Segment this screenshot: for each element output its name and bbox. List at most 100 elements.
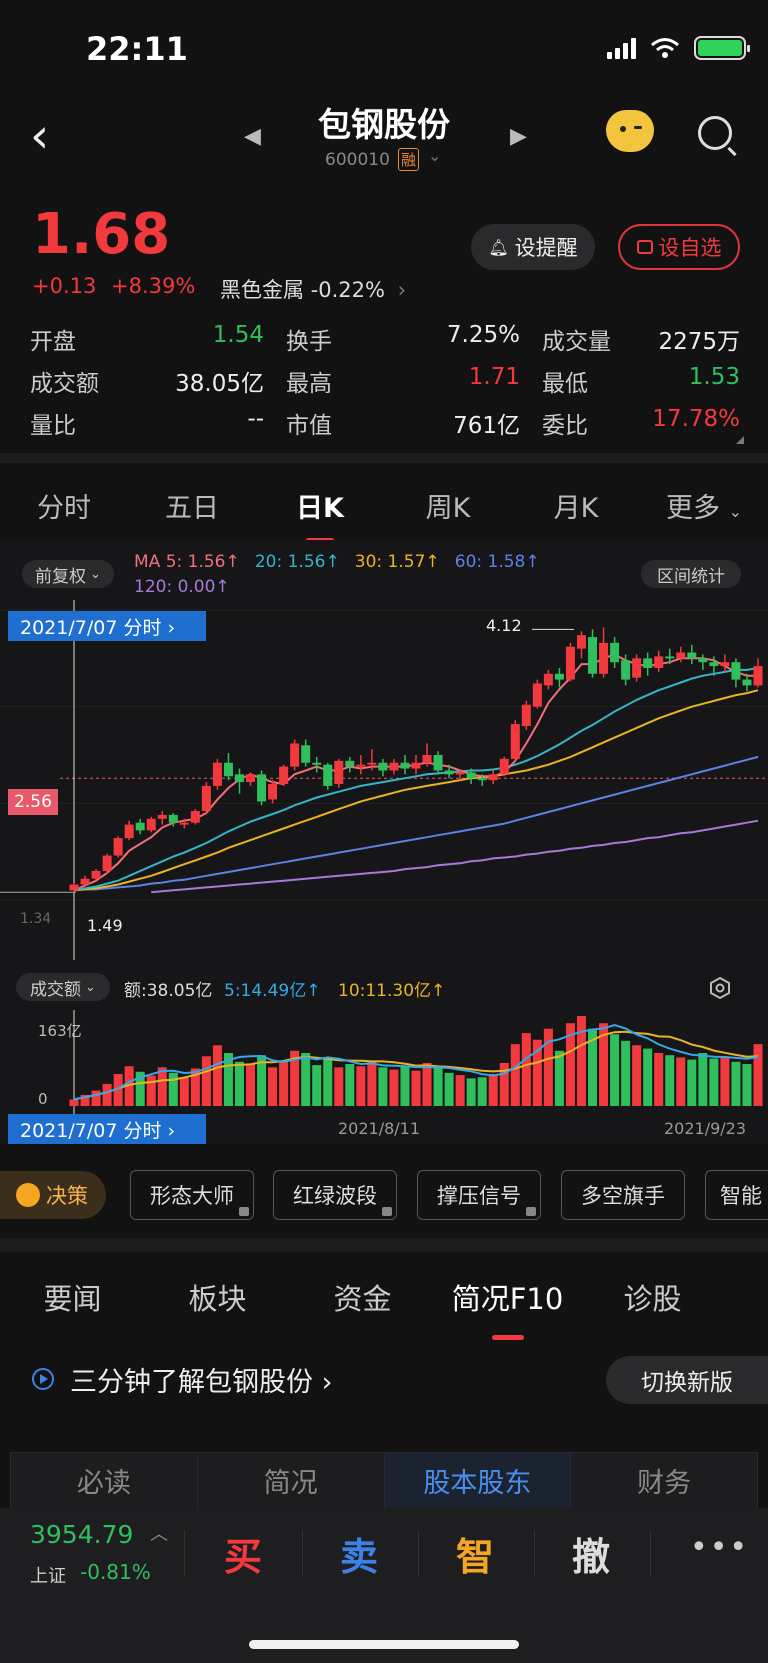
- next-stock-icon[interactable]: ▶: [510, 124, 527, 149]
- volume-bar: [599, 1023, 609, 1106]
- crosshair-date-tag[interactable]: 2021/7/07 分时 ›: [8, 611, 206, 641]
- set-alert-button[interactable]: 🔔︎ 设提醒: [471, 224, 595, 270]
- candle-body: [576, 635, 586, 649]
- stock-name: 包钢股份: [318, 105, 450, 144]
- intro-link[interactable]: 三分钟了解包钢股份 ›: [70, 1367, 333, 1398]
- chevron-down-icon[interactable]: ⌄: [428, 146, 442, 165]
- volume-bar: [290, 1050, 300, 1106]
- volume-bar: [709, 1058, 719, 1106]
- adjust-dropdown[interactable]: 前复权 ⌄: [22, 560, 114, 588]
- wifi-icon: [651, 38, 679, 58]
- candle-body: [234, 774, 244, 783]
- candle-body: [510, 724, 520, 759]
- candle-body: [334, 760, 344, 784]
- decision-label: 决策: [46, 1184, 88, 1208]
- chevron-up-icon[interactable]: ︿: [150, 1524, 168, 1545]
- candle-body: [455, 772, 465, 775]
- settings-icon[interactable]: [708, 976, 732, 1000]
- crosshair-date-tag-bottom[interactable]: 2021/7/07 分时 ›: [8, 1114, 206, 1144]
- stat-cell: 最高 1.71: [286, 364, 542, 398]
- strategy-tag[interactable]: 红绿波段: [273, 1170, 397, 1220]
- prev-stock-icon[interactable]: ◀: [244, 124, 261, 149]
- volume-bar: [499, 1062, 509, 1106]
- stats-row: 开盘 1.54 换手 7.25% 成交量 2275万: [30, 318, 740, 360]
- subtab-shareholders[interactable]: 股本股东: [384, 1453, 572, 1513]
- switch-version-button[interactable]: 切换新版: [606, 1356, 768, 1404]
- strategy-tag[interactable]: 形态大师: [130, 1170, 254, 1220]
- candle-body: [246, 774, 256, 783]
- back-icon[interactable]: ‹: [30, 108, 50, 164]
- stat-label: 委比: [542, 413, 588, 439]
- f10-subtabs: 必读 简况 股本股东 财务: [10, 1452, 758, 1514]
- cancel-order-button[interactable]: 撤: [571, 1535, 610, 1579]
- subtab-overview[interactable]: 简况: [198, 1453, 385, 1513]
- tab-intraday[interactable]: 分时: [37, 492, 91, 524]
- ma20-label: 20: 1.56↑: [254, 552, 340, 572]
- candle: [201, 782, 211, 813]
- tab-diagnosis[interactable]: 诊股: [623, 1282, 682, 1316]
- kline-chart[interactable]: [0, 600, 768, 960]
- candle-body: [301, 745, 311, 763]
- volume-bar: [576, 1016, 586, 1106]
- volume-bar: [621, 1040, 631, 1106]
- home-indicator[interactable]: [249, 1640, 519, 1649]
- stat-label: 成交额: [30, 371, 99, 397]
- candle-body: [599, 642, 609, 674]
- tab-weekly-k[interactable]: 周K: [425, 492, 471, 524]
- candle: [477, 774, 487, 786]
- bell-icon: 🔔︎: [488, 237, 509, 257]
- volume-bar: [356, 1066, 366, 1106]
- volume-dropdown[interactable]: 成交额 ⌄: [16, 973, 110, 1001]
- buy-button[interactable]: 买: [223, 1535, 262, 1579]
- volume-bar: [146, 1075, 156, 1106]
- more-icon[interactable]: •••: [690, 1530, 750, 1565]
- stat-value: 17.78%: [652, 406, 740, 432]
- volume-chart[interactable]: [0, 1010, 768, 1116]
- tab-more[interactable]: 更多 ⌄: [640, 486, 768, 525]
- tab-sector[interactable]: 板块: [188, 1282, 247, 1316]
- volume-bar: [323, 1057, 333, 1106]
- strategy-tag[interactable]: 智能: [705, 1170, 768, 1220]
- divider: [418, 1530, 419, 1576]
- search-icon[interactable]: [698, 116, 732, 150]
- stat-value: 2275万: [658, 329, 740, 355]
- candle: [621, 654, 631, 686]
- smart-button[interactable]: 智: [455, 1535, 494, 1579]
- candle: [676, 646, 686, 663]
- candle-body: [720, 662, 730, 667]
- candle: [190, 809, 200, 825]
- sell-button[interactable]: 卖: [339, 1535, 378, 1579]
- volume-bar: [610, 1034, 620, 1106]
- candle: [378, 758, 388, 777]
- range-stats-button[interactable]: 区间统计: [641, 560, 741, 588]
- tab-five-day[interactable]: 五日: [165, 492, 219, 524]
- strategy-tag[interactable]: 多空旗手: [561, 1170, 685, 1220]
- candle-body: [367, 762, 377, 765]
- candle-body: [543, 673, 553, 686]
- tab-funds[interactable]: 资金: [333, 1282, 392, 1316]
- candle-body: [179, 822, 189, 825]
- volume-bar: [190, 1068, 200, 1106]
- candle: [312, 756, 322, 773]
- strategy-tag[interactable]: 撑压信号: [417, 1170, 541, 1220]
- candle: [422, 743, 432, 767]
- play-icon[interactable]: [32, 1368, 54, 1390]
- candle-body: [146, 818, 156, 831]
- expand-corner-icon[interactable]: [736, 436, 744, 444]
- tab-f10[interactable]: 简况F10: [435, 1276, 580, 1340]
- add-watchlist-button[interactable]: 设自选: [618, 224, 740, 270]
- candle: [455, 770, 465, 781]
- ma120-line: [151, 819, 759, 894]
- sector-link[interactable]: 黑色金属 -0.22% ›: [220, 274, 406, 304]
- tab-daily-k[interactable]: 日K: [256, 486, 384, 543]
- tab-monthly-k[interactable]: 月K: [553, 492, 599, 524]
- subtab-must-read[interactable]: 必读: [11, 1453, 198, 1513]
- stat-cell: 开盘 1.54: [30, 322, 286, 356]
- tab-news[interactable]: 要闻: [43, 1282, 102, 1316]
- index-value[interactable]: 3954.79: [30, 1520, 134, 1549]
- volume-bar: [279, 1060, 289, 1106]
- mascot-icon[interactable]: [606, 110, 654, 152]
- decision-button[interactable]: 决策: [0, 1171, 106, 1219]
- subtab-finance[interactable]: 财务: [637, 1468, 692, 1499]
- volume-bar: [80, 1094, 90, 1106]
